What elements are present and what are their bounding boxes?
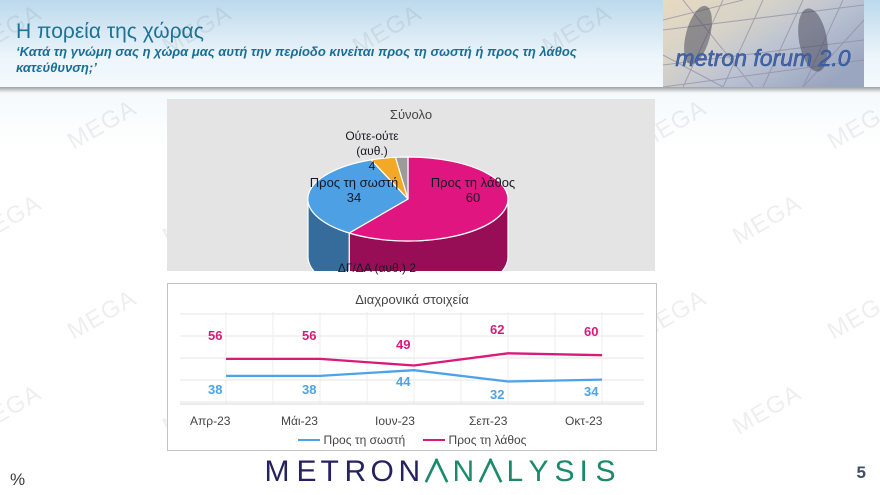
svg-text:metron forum 2.0: metron forum 2.0 bbox=[675, 45, 850, 71]
svg-text:E: E bbox=[297, 455, 317, 488]
svg-text:S: S bbox=[555, 455, 575, 488]
svg-text:M: M bbox=[265, 455, 290, 488]
svg-text:Y: Y bbox=[529, 455, 549, 488]
svg-text:I: I bbox=[580, 455, 588, 488]
svg-text:T: T bbox=[321, 455, 339, 488]
svg-text:S: S bbox=[596, 455, 616, 488]
svg-text:L: L bbox=[507, 455, 524, 488]
svg-text:O: O bbox=[371, 455, 394, 488]
svg-text:N: N bbox=[453, 455, 475, 488]
svg-text:N: N bbox=[399, 455, 421, 488]
svg-text:R: R bbox=[345, 455, 367, 488]
